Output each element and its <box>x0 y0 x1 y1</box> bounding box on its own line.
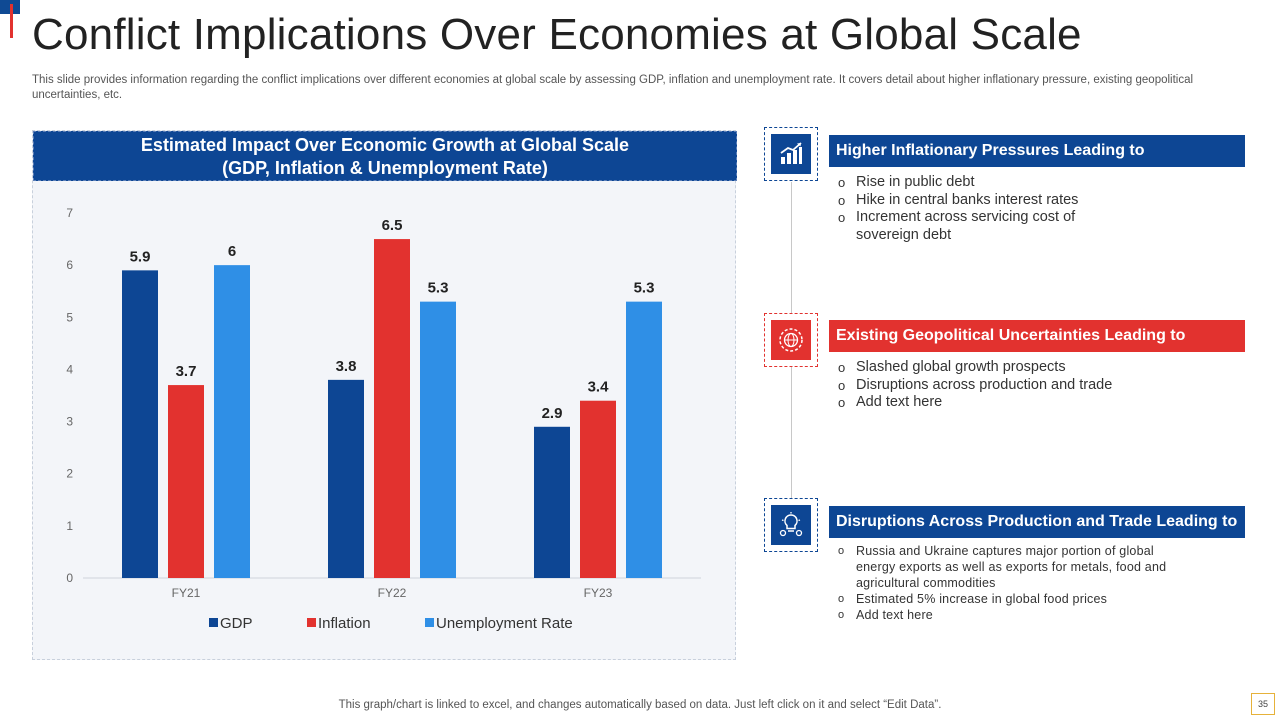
bar-inflation-fy21 <box>168 385 204 578</box>
y-tick-label: 4 <box>66 362 73 376</box>
x-tick-label: FY23 <box>584 586 613 600</box>
data-label: 5.9 <box>130 248 151 265</box>
list-item: Rise in public debt <box>836 174 1086 192</box>
chart-header: Estimated Impact Over Economic Growth at… <box>33 131 737 181</box>
list-item: Russia and Ukraine captures major portio… <box>836 543 1181 591</box>
data-label: 6 <box>228 243 236 260</box>
data-label: 3.7 <box>176 363 197 380</box>
section-1-heading: Higher Inflationary Pressures Leading to <box>829 135 1245 167</box>
x-tick-label: FY22 <box>378 586 407 600</box>
bar-inflation-fy23 <box>580 400 616 578</box>
list-item: Hike in central banks interest rates <box>836 192 1086 210</box>
section-3-heading: Disruptions Across Production and Trade … <box>829 506 1245 538</box>
section-3-bullets: Russia and Ukraine captures major portio… <box>836 543 1181 623</box>
bar-unemployment-rate-fy21 <box>214 265 250 578</box>
section-1-bullets: Rise in public debt Hike in central bank… <box>836 174 1086 244</box>
data-label: 3.8 <box>336 358 357 375</box>
y-tick-label: 1 <box>66 519 73 533</box>
bar-gdp-fy23 <box>534 426 570 578</box>
section-2-icon-frame <box>764 313 818 367</box>
section-2-bullets: Slashed global growth prospects Disrupti… <box>836 359 1112 412</box>
bar-unemployment-rate-fy22 <box>420 301 456 578</box>
chart-header-line1: Estimated Impact Over Economic Growth at… <box>140 135 630 155</box>
page-subtitle: This slide provides information regardin… <box>32 74 1194 101</box>
corner-accent-red <box>10 4 13 38</box>
bar-inflation-fy22 <box>374 239 410 579</box>
y-tick-label: 3 <box>66 415 73 429</box>
bar-unemployment-rate-fy23 <box>626 301 662 578</box>
lightbulb-gears-icon <box>771 505 811 545</box>
data-label: 5.3 <box>428 280 449 297</box>
data-label: 6.5 <box>382 217 403 234</box>
list-item: Add text here <box>836 394 1112 412</box>
page-number: 35 <box>1251 693 1275 715</box>
legend-swatch <box>209 618 218 627</box>
globe-gear-icon <box>771 320 811 360</box>
x-tick-label: FY21 <box>172 586 201 600</box>
list-item: Estimated 5% increase in global food pri… <box>836 591 1181 607</box>
section-2-heading: Existing Geopolitical Uncertainties Lead… <box>829 320 1245 352</box>
data-label: 3.4 <box>588 379 610 396</box>
y-tick-label: 6 <box>66 258 73 272</box>
bar-chart: 0 1 2 3 4 5 6 7 5.9 3.7 6 FY21 3.8 6.5 5.3 FY22 2.9 3.4 5.… <box>66 206 701 632</box>
list-item: Increment across servicing cost of sover… <box>836 209 1086 244</box>
legend-label: Inflation <box>318 615 371 632</box>
data-label: 5.3 <box>634 280 655 297</box>
data-label: 2.9 <box>542 405 563 422</box>
bar-gdp-fy22 <box>328 379 364 578</box>
list-item: Slashed global growth prospects <box>836 359 1112 377</box>
section-1-icon-frame <box>764 127 818 181</box>
list-item: Disruptions across production and trade <box>836 377 1112 395</box>
y-tick-label: 2 <box>66 467 73 481</box>
chart-header-line2: (GDP, Inflation & Unemployment Rate) <box>222 158 548 178</box>
legend-swatch <box>425 618 434 627</box>
legend-label: Unemployment Rate <box>436 615 573 632</box>
y-tick-label: 0 <box>66 571 73 585</box>
y-tick-label: 5 <box>66 310 73 324</box>
page-title: Conflict Implications Over Economies at … <box>32 10 1082 59</box>
chart-panel[interactable]: Estimated Impact Over Economic Growth at… <box>32 130 737 660</box>
legend-swatch <box>307 618 316 627</box>
footer-note: This graph/chart is linked to excel, and… <box>338 699 942 711</box>
legend-label: GDP <box>220 615 253 632</box>
y-tick-label: 7 <box>66 206 73 220</box>
bar-gdp-fy21 <box>122 270 158 578</box>
section-3-icon-frame <box>764 498 818 552</box>
bar-chart-icon <box>771 134 811 174</box>
list-item: Add text here <box>836 607 1181 623</box>
